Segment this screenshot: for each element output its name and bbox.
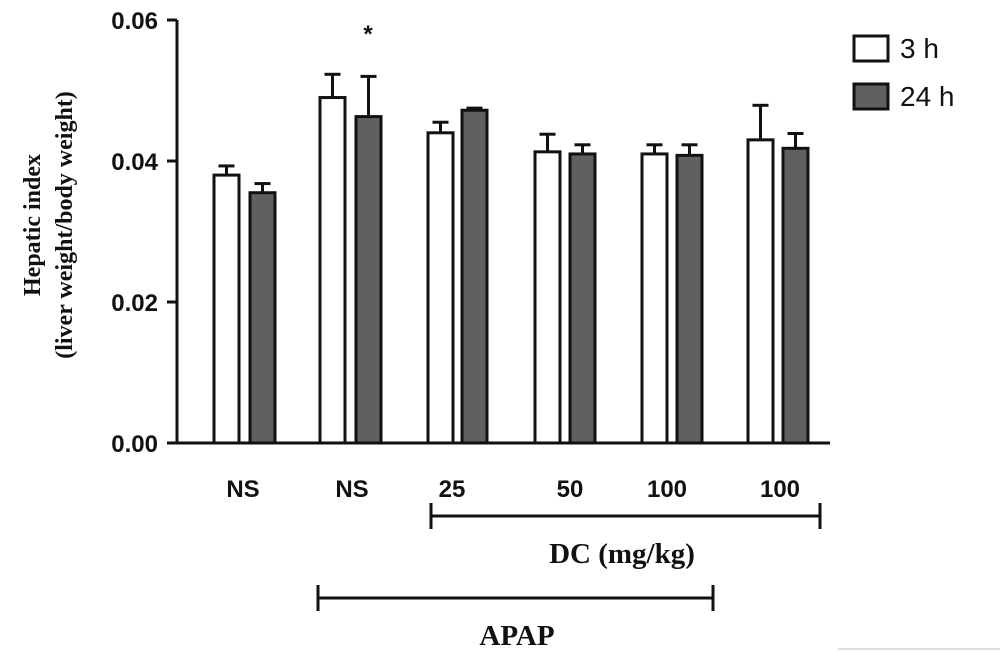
bar-24h-0 bbox=[248, 191, 277, 445]
x-category-label-5: 100 bbox=[760, 476, 800, 503]
y-tick-label-1: 0.02 bbox=[111, 290, 158, 317]
y-axis-ticks: 0.00 0.02 0.04 0.06 bbox=[111, 8, 177, 458]
bar-3h-2 bbox=[426, 131, 455, 445]
legend-swatch-3h bbox=[852, 34, 890, 63]
dc-bracket: DC (mg/kg) bbox=[429, 503, 822, 570]
y-axis-title-line2: (liver weight/body weight) bbox=[52, 91, 78, 359]
bar-3h-3 bbox=[533, 150, 562, 445]
x-category-label-2: 25 bbox=[439, 476, 466, 503]
bar-24h-2 bbox=[460, 108, 489, 445]
x-category-label-3: 50 bbox=[557, 476, 584, 503]
apap-bracket: APAP bbox=[316, 585, 715, 652]
bar-3h-1 bbox=[318, 96, 347, 445]
legend: 3 h 24 h bbox=[852, 33, 955, 112]
y-axis-title: Hepatic index (liver weight/body weight) bbox=[20, 91, 78, 359]
bar-24h-3 bbox=[568, 152, 597, 445]
bars-layer bbox=[212, 72, 810, 445]
x-category-label-0: NS bbox=[226, 476, 259, 503]
x-category-label-1: NS bbox=[335, 476, 368, 503]
bar-3h-4 bbox=[640, 152, 669, 445]
significance-asterisk: * bbox=[363, 21, 373, 48]
legend-swatch-24h bbox=[852, 82, 890, 111]
apap-bracket-label: APAP bbox=[479, 620, 554, 652]
legend-label-3h: 3 h bbox=[900, 33, 939, 64]
y-tick-label-0: 0.00 bbox=[111, 431, 158, 458]
x-category-label-4: 100 bbox=[647, 476, 687, 503]
bar-24h-1 bbox=[354, 115, 383, 445]
legend-label-24h: 24 h bbox=[900, 81, 955, 112]
bar-24h-4 bbox=[675, 153, 704, 445]
bar-3h-0 bbox=[212, 173, 241, 445]
bar-3h-5 bbox=[746, 138, 775, 445]
y-axis-title-line1: Hepatic index bbox=[20, 154, 46, 296]
dc-bracket-label: DC (mg/kg) bbox=[549, 538, 695, 570]
x-category-labels: NS NS 25 50 100 100 bbox=[226, 476, 800, 503]
y-tick-label-2: 0.04 bbox=[111, 149, 158, 176]
bar-24h-5 bbox=[781, 146, 810, 445]
y-tick-label-3: 0.06 bbox=[111, 8, 158, 35]
